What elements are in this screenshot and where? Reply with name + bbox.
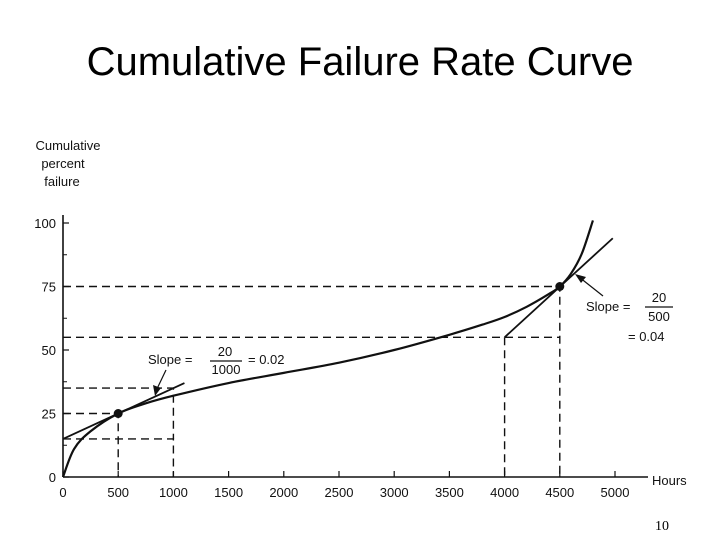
dashed-guide — [63, 285, 561, 477]
y-tick-label: 50 — [42, 343, 56, 358]
slide-title: Cumulative Failure Rate Curve — [86, 40, 634, 84]
page-number: 10 — [655, 519, 669, 534]
axis-ticks: 0 500 1000 1500 2000 2500 3000 3500 4000 4500 5000… — [34, 216, 629, 500]
x-tick-label: 5000 — [601, 485, 630, 500]
slope-denominator: 500 — [648, 309, 670, 324]
x-tick-label: 3000 — [380, 485, 409, 500]
y-axis-label-line-3: failure — [44, 174, 79, 189]
y-axis-label-line-1: Cumulative — [35, 138, 100, 153]
arrowhead — [575, 274, 586, 283]
y-tick-label: 75 — [42, 280, 56, 295]
y-axis-label-line-2: percent — [41, 156, 85, 171]
x-tick-label: 2000 — [269, 485, 298, 500]
dashed-guide-lines — [63, 285, 561, 477]
tangent-points — [113, 282, 565, 418]
chart-axes — [62, 215, 648, 478]
slope-result: = 0.04 — [628, 329, 665, 344]
arrowhead — [153, 385, 161, 396]
slope-numerator: 20 — [218, 344, 232, 359]
slope-numerator: 20 — [652, 290, 666, 305]
x-tick-label: 1500 — [214, 485, 243, 500]
x-tick-label: 4000 — [490, 485, 519, 500]
x-tick-label: 1000 — [159, 485, 188, 500]
dashed-guide — [63, 412, 119, 477]
x-tick-label: 3500 — [435, 485, 464, 500]
x-tick-label: 2500 — [325, 485, 354, 500]
x-tick-label: 4500 — [545, 485, 574, 500]
y-tick-label: 25 — [42, 407, 56, 422]
slope-denominator: 1000 — [212, 362, 241, 377]
slope-annotation-left: Slope = 20 1000 = 0.02 — [148, 344, 285, 396]
slope-prefix: Slope = — [586, 299, 630, 314]
tangent-line — [62, 382, 185, 440]
x-tick-label: 0 — [59, 485, 66, 500]
slope-annotation-right: Slope = 20 500 = 0.04 — [575, 274, 673, 344]
tangent-lines — [62, 237, 614, 440]
x-axis-label: Hours — [652, 473, 687, 488]
y-tick-label: 0 — [49, 470, 56, 485]
y-tick-label: 100 — [34, 216, 56, 231]
x-tick-label: 500 — [107, 485, 129, 500]
slope-result: = 0.02 — [248, 352, 285, 367]
slope-prefix: Slope = — [148, 352, 192, 367]
tangent-point — [555, 282, 565, 291]
tangent-point — [113, 409, 123, 418]
